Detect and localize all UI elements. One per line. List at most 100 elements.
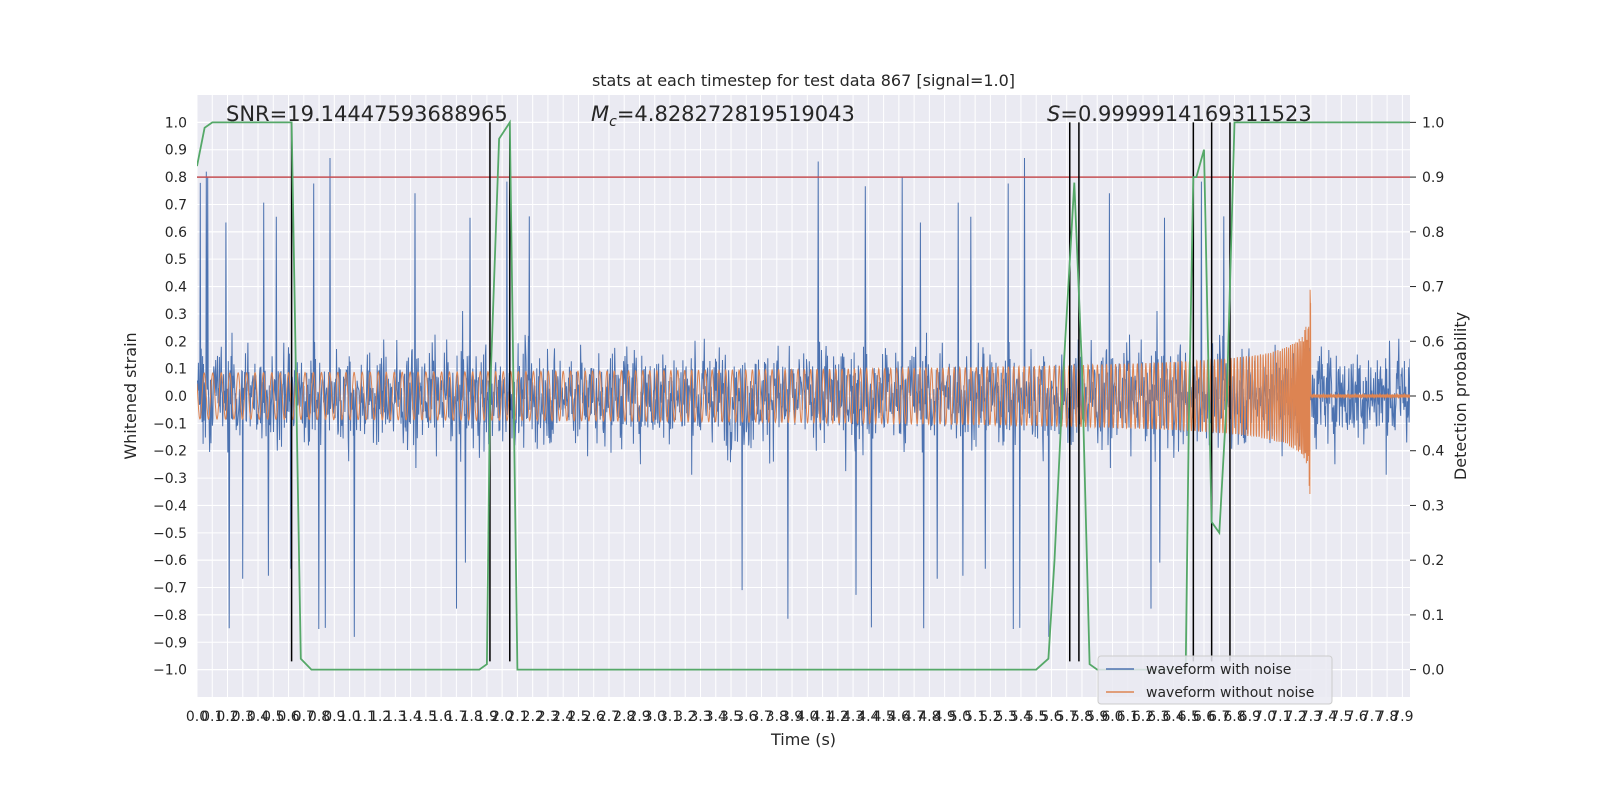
x-tick-label: 3.2 [674, 709, 696, 725]
x-tick-label: 1.1 [354, 709, 376, 725]
y2-tick-label: 0.0 [1422, 663, 1444, 679]
s-symbol: S [1047, 102, 1060, 126]
y-tick-label: 0.5 [165, 252, 187, 268]
x-tick-label: 4.0 [796, 709, 818, 725]
x-tick-label: 1.2 [369, 709, 391, 725]
x-tick-label: 4.2 [827, 709, 849, 725]
x-tick-label: 2.5 [567, 709, 589, 725]
x-tick-label: 5.7 [1056, 709, 1078, 725]
y-tick-label: −0.6 [153, 553, 187, 569]
x-tick-label: 0.9 [323, 709, 345, 725]
x-tick-label: 0.7 [293, 709, 315, 725]
x-tick-label: 4.7 [903, 709, 925, 725]
x-tick-label: 3.8 [766, 709, 788, 725]
x-tick-label: 4.4 [857, 709, 879, 725]
x-tick-label: 2.2 [522, 709, 544, 725]
y-tick-label: 0.9 [165, 143, 187, 159]
x-tick-label: 7.2 [1284, 709, 1306, 725]
x-tick-label: 4.6 [888, 709, 910, 725]
legend: waveform with noise waveform without noi… [1097, 655, 1333, 705]
y2-tick-label: 0.7 [1422, 280, 1444, 296]
y2-tick-label: 0.1 [1422, 608, 1444, 624]
x-tick-label: 7.1 [1269, 709, 1291, 725]
y2-tick-label: 1.0 [1422, 115, 1444, 131]
x-tick-label: 6.9 [1239, 709, 1261, 725]
x-tick-label: 2.7 [598, 709, 620, 725]
x-tick-label: 1.9 [476, 709, 498, 725]
x-tick-label: 6.5 [1178, 709, 1200, 725]
mc-symbol: M [591, 102, 609, 126]
x-tick-label: 3.9 [781, 709, 803, 725]
x-tick-label: 0.5 [262, 709, 284, 725]
x-tick-label: 0.3 [232, 709, 254, 725]
y-tick-label: 0.7 [165, 197, 187, 213]
x-tick-label: 4.9 [934, 709, 956, 725]
y-tick-label: −0.2 [153, 444, 187, 460]
x-tick-label: 1.3 [384, 709, 406, 725]
x-tick-label: 5.9 [1086, 709, 1108, 725]
x-tick-label: 6.8 [1223, 709, 1245, 725]
y2-tick-label: 0.9 [1422, 170, 1444, 186]
y-tick-label: −0.4 [153, 498, 187, 514]
series-detection-probability [197, 119, 1410, 671]
x-tick-label: 7.9 [1391, 709, 1413, 725]
y-tick-label: −1.0 [153, 663, 187, 679]
y-tick-label: −0.7 [153, 581, 187, 597]
x-tick-label: 0.2 [216, 709, 238, 725]
y2-tick-label: 0.8 [1422, 225, 1444, 241]
x-tick-label: 6.7 [1208, 709, 1230, 725]
x-tick-label: 6.1 [1117, 709, 1139, 725]
x-tick-label: 4.8 [918, 709, 940, 725]
y-tick-label: 0.4 [165, 280, 187, 296]
y2-tick-label: 0.5 [1422, 389, 1444, 405]
y-tick-label: 0.8 [165, 170, 187, 186]
mc-subscript: c [609, 114, 617, 130]
x-tick-label: 3.6 [735, 709, 757, 725]
x-tick-label: 1.6 [430, 709, 452, 725]
x-tick-label: 1.8 [461, 709, 483, 725]
x-tick-label: 2.1 [506, 709, 528, 725]
x-tick-label: 6.4 [1162, 709, 1184, 725]
y-tick-label: −0.3 [153, 471, 187, 487]
x-tick-label: 5.0 [949, 709, 971, 725]
x-tick-label: 5.6 [1040, 709, 1062, 725]
y-tick-label: −0.1 [153, 416, 187, 432]
x-tick-label: 7.8 [1376, 709, 1398, 725]
x-tick-label: 3.4 [705, 709, 727, 725]
y-tick-label: −0.8 [153, 608, 187, 624]
x-tick-label: 0.8 [308, 709, 330, 725]
x-tick-label: 0.0 [186, 709, 208, 725]
x-tick-label: 4.3 [842, 709, 864, 725]
x-tick-label: 0.6 [277, 709, 299, 725]
x-tick-label: 0.4 [247, 709, 269, 725]
x-tick-label: 5.2 [979, 709, 1001, 725]
x-tick-label: 2.3 [537, 709, 559, 725]
x-tick-label: 7.5 [1330, 709, 1352, 725]
x-axis-label: Time (s) [770, 730, 836, 749]
y2-tick-label: 0.6 [1422, 334, 1444, 350]
mc-value: =4.828272819519043 [617, 102, 855, 126]
y-tick-label: 1.0 [165, 115, 187, 131]
y-axis-label: Whitened strain [121, 332, 140, 459]
x-tick-label: 4.5 [872, 709, 894, 725]
chirp-mass-annotation: Mc=4.828272819519043 [591, 102, 855, 130]
y-tick-label: 0.6 [165, 225, 187, 241]
legend-label-clean: waveform without noise [1146, 685, 1314, 701]
y-tick-label: −0.9 [153, 635, 187, 651]
x-tick-label: 6.2 [1132, 709, 1154, 725]
x-tick-label: 2.4 [552, 709, 574, 725]
x-tick-label: 3.1 [659, 709, 681, 725]
x-tick-label: 3.7 [750, 709, 772, 725]
x-tick-label: 7.7 [1361, 709, 1383, 725]
x-tick-label: 1.0 [338, 709, 360, 725]
x-tick-label: 0.1 [201, 709, 223, 725]
y-tick-label: −0.5 [153, 526, 187, 542]
y2-tick-label: 0.4 [1422, 444, 1444, 460]
x-tick-label: 5.1 [964, 709, 986, 725]
x-tick-label: 1.5 [415, 709, 437, 725]
x-tick-label: 7.6 [1345, 709, 1367, 725]
x-tick-label: 6.0 [1101, 709, 1123, 725]
y-tick-label: 0.1 [165, 362, 187, 378]
x-tick-label: 6.3 [1147, 709, 1169, 725]
